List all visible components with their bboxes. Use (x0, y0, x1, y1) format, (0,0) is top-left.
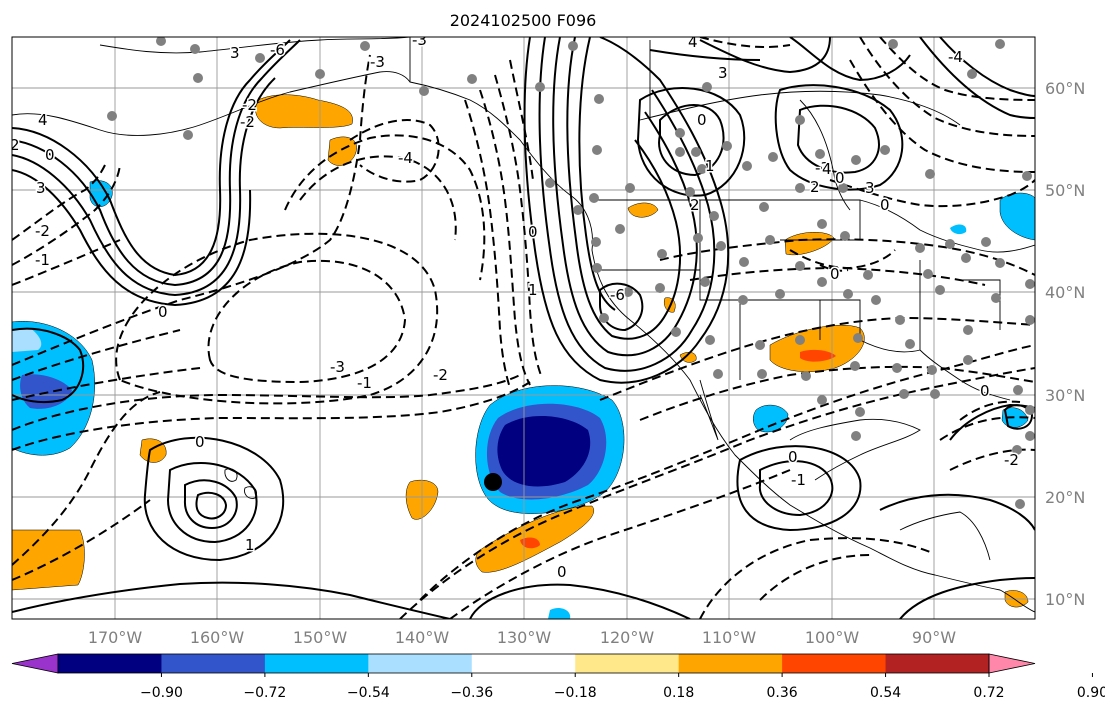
contour-label: 0 (980, 382, 990, 400)
lon-label: 130°W (497, 628, 552, 647)
contour-label: -1 (791, 471, 806, 489)
colorbar-tick-label: 0.18 (663, 685, 694, 701)
contour-label: 0 (788, 448, 798, 466)
colorbar-segment (782, 654, 887, 673)
colorbar-frame (57, 653, 990, 674)
contour-label: -6 (610, 286, 625, 304)
latitude-axis: 60°N 50°N 40°N 30°N 20°N 10°N (1045, 79, 1085, 609)
longitude-axis: 170°W 160°W 150°W 140°W 130°W 120°W 110°… (88, 628, 956, 647)
lon-label: 150°W (293, 628, 348, 647)
contour-label: -3 (370, 53, 385, 71)
contour-label: 4 (688, 33, 698, 51)
chart-title: 2024102500 F096 (450, 11, 597, 30)
lon-label: 110°W (702, 628, 757, 647)
colorbar-segment (678, 654, 783, 673)
colorbar-tick-label: −0.72 (243, 685, 286, 701)
contour-label: 0 (835, 169, 845, 187)
colorbar-segment (264, 654, 369, 673)
lon-label: 90°W (912, 628, 956, 647)
contour-label: 4 (822, 160, 832, 178)
contours-dashed (12, 37, 1035, 619)
contour-label: 1 (245, 536, 255, 554)
coastlines (12, 37, 1035, 613)
lat-label: 20°N (1045, 488, 1085, 507)
colorbar-tick-label: 0.36 (767, 685, 798, 701)
contour-label: 3 (865, 179, 875, 197)
contour-label: 2 (690, 196, 700, 214)
plot-frame (11, 36, 1036, 620)
contours-solid (12, 37, 1035, 619)
contour-label: -2 (240, 113, 255, 131)
contour-label: 0 (158, 303, 168, 321)
colorbar-ticks: −0.90 −0.72 −0.54 −0.36 −0.18 0.18 0.36 0.54 0.7… (140, 673, 1105, 701)
highlight-marker (484, 473, 502, 491)
lat-label: 10°N (1045, 590, 1085, 609)
contour-label: -3 (815, 159, 830, 177)
colorbar-tick-label: 0.54 (870, 685, 901, 701)
colorbar (11, 653, 1036, 674)
colorbar-tick-label: −0.36 (450, 685, 493, 701)
contour-label: 0 (557, 563, 567, 581)
contour-label: 3 (718, 64, 728, 82)
colorbar-segment (575, 654, 680, 673)
gridlines (12, 37, 1035, 619)
contour-label: -2 (242, 96, 257, 114)
contour-label: 0 (528, 223, 538, 241)
lat-label: 60°N (1045, 79, 1085, 98)
contour-label: 2 (810, 178, 820, 196)
colorbar-tick-label: −0.90 (140, 685, 183, 701)
contour-label: -2 (433, 366, 448, 384)
colorbar-tick-label: −0.18 (554, 685, 597, 701)
lon-label: 120°W (600, 628, 655, 647)
colorbar-tick-label: −0.54 (347, 685, 390, 701)
contour-label: 2 (10, 136, 20, 154)
contour-label: 0 (830, 265, 840, 283)
contour-label: 3 (36, 179, 46, 197)
lon-label: 170°W (88, 628, 143, 647)
contour-label: 0 (697, 111, 707, 129)
lat-label: 40°N (1045, 283, 1085, 302)
colorbar-segment (471, 654, 576, 673)
lon-label: 160°W (190, 628, 245, 647)
colorbar-extend-low (11, 653, 59, 674)
lat-label: 30°N (1045, 386, 1085, 405)
contour-label: -1 (357, 374, 372, 392)
lat-label: 50°N (1045, 181, 1085, 200)
contour-label: -2 (1004, 451, 1019, 469)
lon-label: 100°W (805, 628, 860, 647)
colorbar-segment (161, 654, 266, 673)
colorbar-tick-label: 0.72 (973, 685, 1004, 701)
station-markers (107, 37, 1035, 509)
contour-label: 0 (195, 433, 205, 451)
contour-label: -3 (412, 31, 427, 49)
contour-label: 0 (45, 146, 55, 164)
colorbar-segment (885, 654, 990, 673)
contour-label: 1 (705, 157, 715, 175)
colorbar-segment (368, 654, 473, 673)
colorbar-tick-label: 0.90 (1077, 685, 1105, 701)
lon-label: 140°W (395, 628, 450, 647)
contour-label: -3 (330, 358, 345, 376)
colorbar-segment (58, 654, 162, 673)
contour-label: 1 (528, 281, 538, 299)
contour-label: -6 (270, 41, 285, 59)
contour-label: 0 (880, 196, 890, 214)
contour-label: -4 (398, 149, 413, 167)
colorbar-extend-high (988, 653, 1036, 674)
contour-label: -2 (35, 222, 50, 240)
contour-label: -1 (35, 251, 50, 269)
contour-label: 4 (38, 111, 48, 129)
contour-label: 3 (230, 44, 240, 62)
contour-label: -4 (948, 48, 963, 66)
